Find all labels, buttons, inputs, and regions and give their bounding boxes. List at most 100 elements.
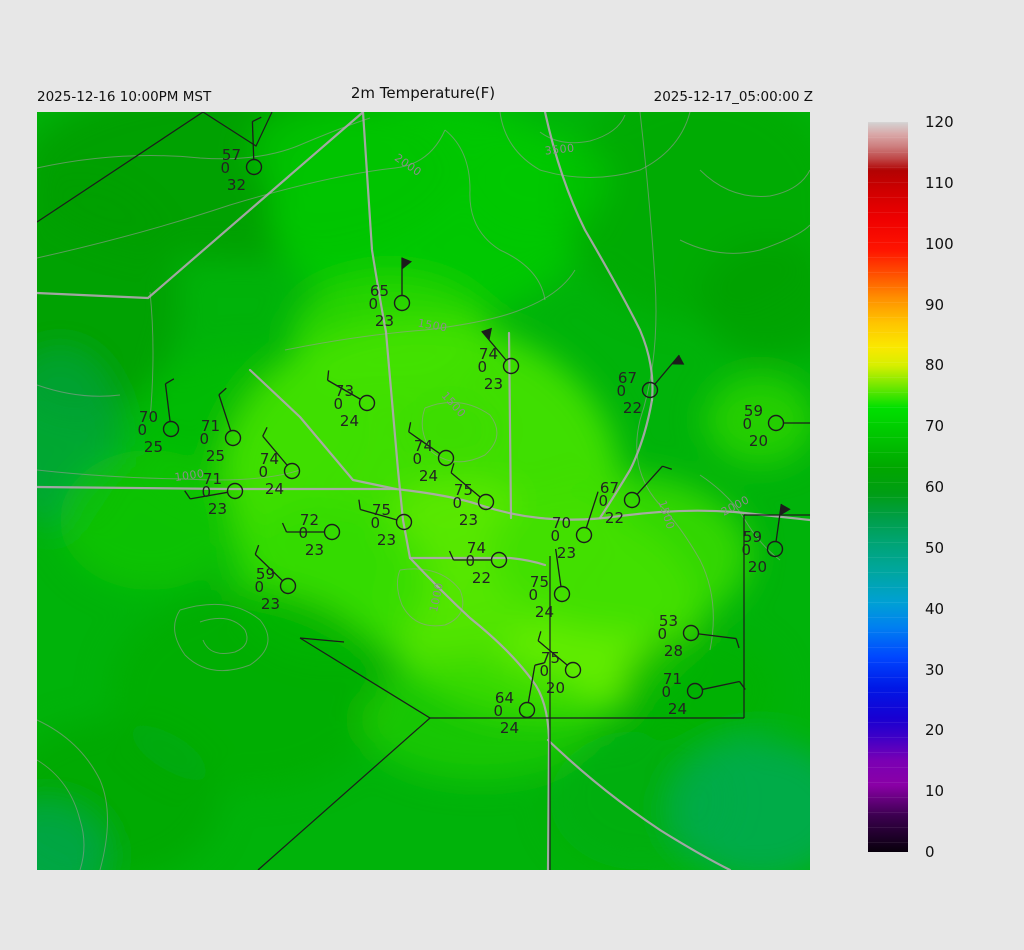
colorbar-tick-100: 100: [925, 234, 954, 253]
wind-barb-flag: [779, 503, 791, 516]
wind-barb-shaft: [254, 553, 284, 582]
station-dewpoint: 32: [227, 176, 246, 194]
colorbar-tick-120: 120: [925, 113, 954, 131]
station-circle: [490, 551, 508, 569]
roads: [37, 112, 810, 870]
wind-barb-shaft: [450, 472, 481, 498]
wind-barb-shaft: [527, 665, 536, 703]
station-circle: [518, 701, 536, 719]
station-pressure: 0: [452, 494, 462, 512]
station-temperature: 74: [260, 450, 279, 468]
station-circle: [575, 526, 593, 544]
wind-barb-tick: [408, 422, 412, 433]
station-temperature: 75: [454, 481, 473, 499]
station-temperature: 75: [541, 649, 560, 667]
wind-barb-shaft: [537, 640, 568, 666]
wind-barb-tick: [534, 662, 545, 666]
station-circle: [279, 577, 297, 595]
wind-barb-shaft: [481, 330, 507, 361]
station-circle: [641, 381, 659, 399]
station-pressure: 0: [598, 492, 608, 510]
temperature-field-blobs: [37, 112, 810, 870]
colorbar-tick-labels: 0 10 20 30 40 50 60 70 80 90 100 110 120: [925, 113, 985, 861]
station-temperature: 59: [743, 528, 762, 546]
wind-barb-tick: [281, 522, 288, 533]
station-temperature: 72: [300, 511, 319, 529]
station-temperature: 70: [139, 408, 158, 426]
station-pressure: 0: [616, 382, 626, 400]
colorbar-step-stripes: [868, 122, 908, 852]
station-circle: [477, 493, 495, 511]
station-dewpoint: 25: [144, 438, 163, 456]
station-dewpoint: 24: [535, 603, 554, 621]
wind-barb-tick: [252, 116, 262, 123]
colorbar-tick-30: 30: [925, 660, 945, 679]
station-circle: [766, 540, 784, 558]
wind-barb-tick: [738, 681, 746, 690]
wind-barb-flag: [402, 257, 412, 270]
station-dewpoint: 23: [305, 541, 324, 559]
wind-barb-tick: [262, 427, 268, 437]
station-circle: [767, 414, 785, 432]
station-dewpoint: 24: [265, 480, 284, 498]
station-pressure: 0: [657, 625, 667, 643]
station-circle: [553, 585, 571, 603]
station-temperature: 75: [530, 573, 549, 591]
station-dewpoint: 22: [623, 399, 642, 417]
valid-time-utc: 2025-12-17_05:00:00 Z: [653, 89, 813, 105]
station-temperature: 67: [600, 479, 619, 497]
station-circle: [564, 661, 582, 679]
station-dewpoint: 23: [261, 595, 280, 613]
station-circle: [323, 523, 341, 541]
station-pressure: 0: [333, 395, 343, 413]
colorbar: [868, 122, 908, 852]
station-dewpoint: 23: [484, 375, 503, 393]
wind-barb-shaft: [555, 548, 562, 587]
station-circle: [686, 682, 704, 700]
station-circle: [682, 624, 700, 642]
wind-barb-tick: [448, 550, 455, 561]
station-temperature: 71: [203, 470, 222, 488]
station-pressure: 0: [465, 552, 475, 570]
colorbar-tick-110: 110: [925, 173, 954, 192]
wind-barb-shaft: [218, 394, 232, 432]
colorbar-tick-70: 70: [925, 417, 945, 436]
colorbar-tick-40: 40: [925, 599, 945, 618]
station-pressure: 0: [199, 430, 209, 448]
wind-barb-shaft: [636, 465, 663, 495]
station-temperature: 59: [256, 565, 275, 583]
station-pressure: 0: [201, 483, 211, 501]
station-temperature: 75: [372, 501, 391, 519]
wind-barb-tick: [326, 370, 330, 381]
wind-barb-tick: [537, 631, 542, 641]
station-dewpoint: 23: [377, 531, 396, 549]
station-circle: [623, 491, 641, 509]
station-circle: [283, 462, 301, 480]
station-temperature: 59: [744, 402, 763, 420]
station-dewpoint: 23: [459, 511, 478, 529]
station-pressure: 0: [493, 702, 503, 720]
station-circle: [224, 429, 242, 447]
station-pressure: 0: [220, 159, 230, 177]
station-temperature: 74: [467, 539, 486, 557]
station-pressure: 0: [742, 415, 752, 433]
contour-label-1000-5: 1000: [427, 581, 446, 613]
station-dewpoint: 23: [375, 312, 394, 330]
station-pressure: 0: [477, 358, 487, 376]
station-dewpoint: 24: [340, 412, 359, 430]
station-pressure: 0: [137, 421, 147, 439]
contour-label-1500-2: 1500: [417, 317, 449, 335]
station-dewpoint: 20: [546, 679, 565, 697]
